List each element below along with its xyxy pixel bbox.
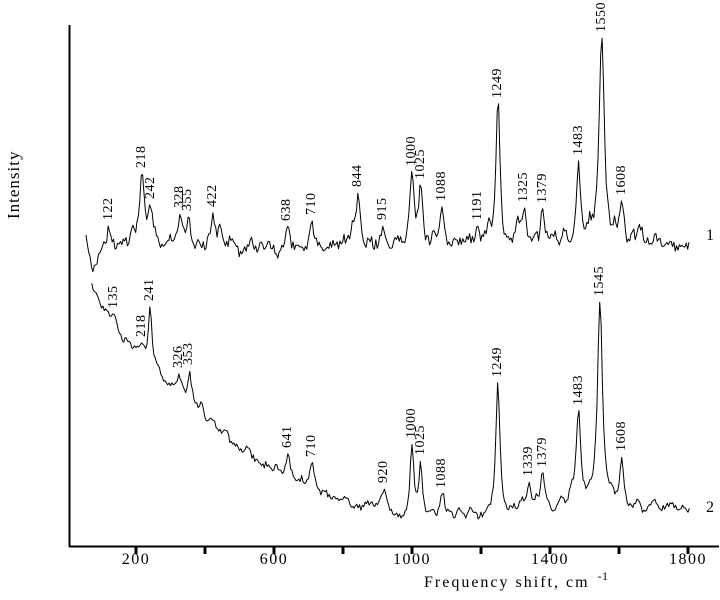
peak-label-s1-1608: 1608 (613, 164, 629, 195)
peak-label-s2-1088: 1088 (434, 457, 450, 488)
spectrum-curve-2 (91, 283, 690, 520)
peak-label-s2-1483: 1483 (570, 374, 586, 405)
peak-label-s1-242: 242 (142, 176, 158, 199)
peak-label-s2-218: 218 (134, 314, 150, 337)
peak-label-s1-638: 638 (279, 198, 295, 221)
x-axis-label-text: Frequency shift, cm (424, 574, 590, 591)
peak-label-s1-1025: 1025 (412, 149, 428, 180)
x-axis-tick-600 (272, 547, 276, 554)
peak-label-s2-241: 241 (142, 278, 158, 301)
curve-id-label-1: 1 (706, 227, 714, 244)
x-axis-tick-200 (134, 547, 138, 554)
x-axis-tick-1600 (617, 547, 621, 554)
peak-label-s1-844: 844 (350, 164, 366, 188)
peak-label-s2-1025: 1025 (412, 425, 428, 456)
peak-label-s2-135: 135 (105, 285, 121, 309)
x-axis-tick-1400 (548, 547, 552, 554)
peak-label-s1-1088: 1088 (434, 170, 450, 201)
peak-label-s1-1483: 1483 (570, 124, 586, 155)
peak-label-s2-710: 710 (303, 434, 319, 457)
peak-label-s1-1550: 1550 (593, 2, 609, 33)
peak-label-s2-1545: 1545 (592, 266, 608, 297)
spectrum-curve-1 (85, 37, 690, 273)
peak-label-s2-920: 920 (376, 460, 392, 484)
x-tick-label-600: 600 (259, 551, 289, 568)
x-tick-label-200: 200 (121, 551, 151, 568)
peak-label-s1-422: 422 (204, 184, 220, 207)
peak-label-s1-1191: 1191 (469, 190, 485, 221)
peak-label-s2-1379: 1379 (534, 436, 550, 467)
peak-label-s2-641: 641 (280, 425, 296, 448)
peak-label-s1-915: 915 (374, 197, 390, 221)
peak-label-s2-1339: 1339 (520, 446, 536, 477)
x-tick-label-1400: 1400 (531, 551, 569, 568)
x-axis-tick-400 (203, 547, 207, 554)
x-axis-tick-1000 (410, 547, 414, 554)
peak-label-s2-353: 353 (181, 342, 197, 366)
peak-label-s1-710: 710 (303, 192, 319, 216)
peak-label-s2-1608: 1608 (613, 421, 629, 452)
peak-label-s1-122: 122 (101, 197, 117, 220)
peak-label-s1-1379: 1379 (534, 172, 550, 203)
peak-label-s2-1249: 1249 (489, 346, 505, 377)
x-axis-label-exponent: -1 (597, 569, 609, 583)
peak-label-s1-1249: 1249 (489, 67, 505, 98)
peak-label-s1-1325: 1325 (516, 172, 532, 202)
y-axis-label: Intensity (4, 150, 23, 220)
curve-id-label-2: 2 (706, 499, 714, 516)
x-axis-tick-1200 (479, 547, 483, 554)
peak-label-s1-355: 355 (180, 188, 196, 212)
peak-label-s1-218: 218 (134, 145, 150, 169)
x-axis-tick-1800 (686, 547, 690, 554)
x-tick-label-1000: 1000 (393, 551, 431, 568)
x-tick-label-1800: 1800 (669, 551, 707, 568)
x-axis-label: Frequency shift, cm -1 (424, 569, 609, 592)
x-axis-tick-800 (341, 547, 345, 554)
